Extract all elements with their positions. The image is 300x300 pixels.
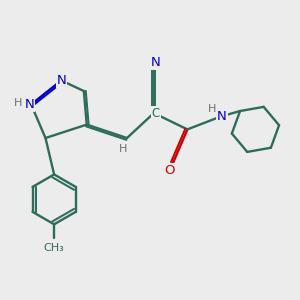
Text: N: N xyxy=(217,110,227,123)
Text: O: O xyxy=(164,164,174,177)
Text: N: N xyxy=(25,98,34,111)
Text: C: C xyxy=(152,106,160,120)
Text: N: N xyxy=(56,74,66,87)
Text: H: H xyxy=(119,144,127,154)
Text: H: H xyxy=(14,98,22,107)
Text: H: H xyxy=(208,104,217,114)
Text: CH₃: CH₃ xyxy=(44,242,64,253)
Text: N: N xyxy=(151,56,160,69)
